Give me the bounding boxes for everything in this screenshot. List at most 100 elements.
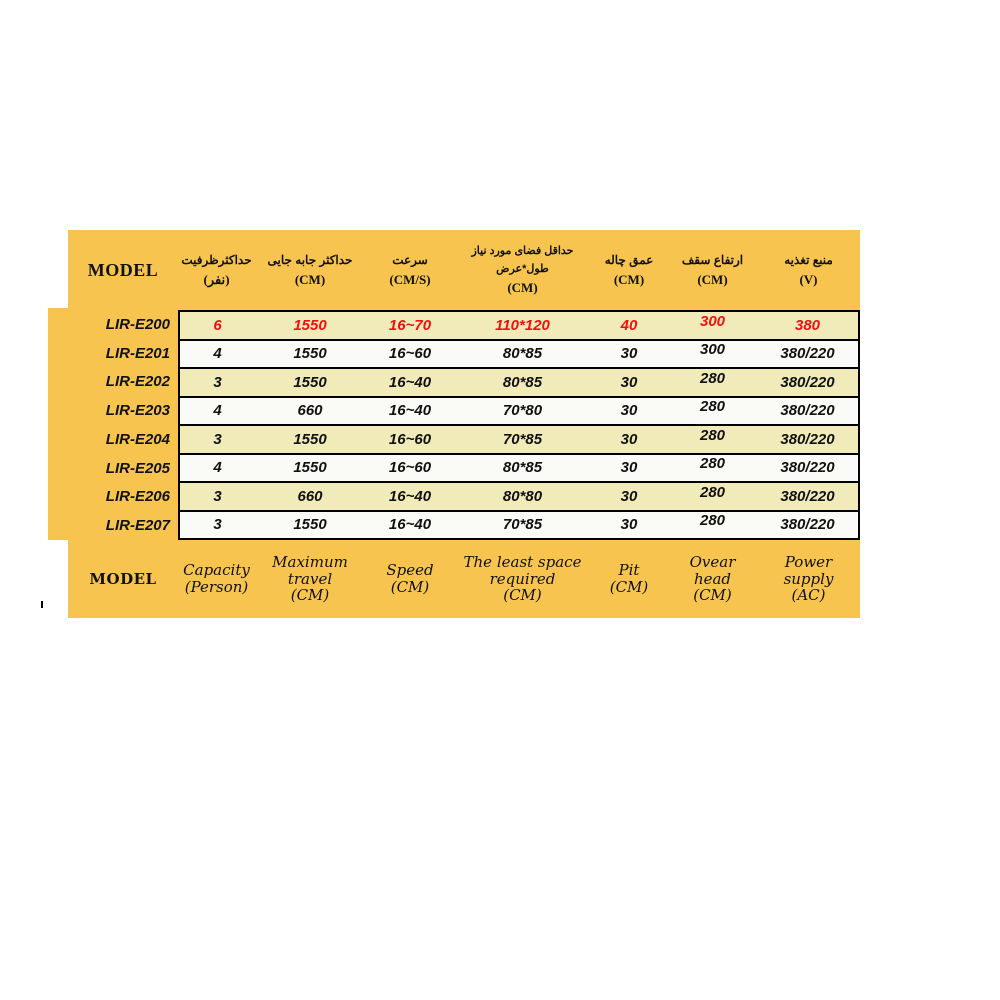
column-footer-line: (CM): [390, 578, 430, 596]
column-footer-line: Pit: [618, 561, 640, 580]
table-row: 4 1550 16~60 80*85 30 280 380/220: [180, 454, 858, 483]
cell-capacity: 4: [213, 345, 222, 363]
column-header-label: ارتفاع سقف: [681, 252, 744, 267]
cell-speed: 16~60: [388, 345, 432, 363]
cell-speed: 16~40: [388, 516, 432, 534]
column-footer-line: (CM): [503, 586, 542, 605]
column-header-max-travel: حداکثر جابه جایی (CM): [255, 230, 365, 310]
cell-pit: 30: [620, 373, 638, 391]
cell-pit: 30: [620, 516, 638, 534]
cell-speed: 16~40: [388, 487, 432, 505]
cell-least-space: 80*80: [502, 487, 543, 505]
cell-overhead: 300: [699, 312, 726, 330]
model-name: LIR-E204: [105, 430, 170, 448]
cell-least-space: 70*80: [502, 402, 543, 420]
column-footer-line: Ovear: [689, 552, 736, 571]
column-footer-line: head: [693, 569, 732, 588]
cell-least-space: 110*120: [495, 316, 550, 334]
cell-capacity: 4: [213, 459, 222, 477]
table-row: 3 1550 16~40 70*85 30 280 380/220: [180, 511, 858, 538]
column-footer-line: supply: [783, 569, 834, 588]
column-footer-line: required: [489, 569, 556, 588]
cell-pit: 30: [620, 402, 638, 420]
cell-max-travel: 1550: [293, 430, 327, 448]
column-header-least-space: حداقل فضای مورد نیاز طول*عرض (CM): [455, 230, 590, 310]
model-name: LIR-E201: [105, 344, 170, 362]
column-header-unit: (CM): [697, 271, 728, 287]
column-footer-overhead: Ovear head (CM): [668, 540, 757, 618]
cell-pit: 40: [620, 316, 638, 334]
column-footer-power-supply: Power supply (AC): [757, 540, 860, 618]
column-footer-least-space: The least space required (CM): [455, 540, 590, 618]
cell-pit: 30: [620, 430, 638, 448]
cell-speed: 16~60: [388, 459, 432, 477]
column-header-unit: (V): [799, 271, 818, 287]
cell-capacity: 3: [213, 487, 222, 505]
column-header-unit: (CM/S): [389, 271, 431, 287]
model-name: LIR-E207: [105, 517, 170, 535]
stray-mark: [41, 601, 43, 608]
cell-overhead: 300: [699, 341, 726, 359]
column-footer-line: Capacity: [183, 561, 250, 580]
column-header-unit: (CM): [294, 271, 326, 287]
cell-overhead: 280: [699, 512, 726, 530]
cell-speed: 16~40: [388, 373, 432, 391]
cell-max-travel: 660: [297, 487, 323, 505]
column-header-overhead: ارتفاع سقف (CM): [668, 230, 757, 310]
table-header-band: MODEL حداکثرظرفیت (نفر) حداکثر جابه جایی (C…: [68, 230, 860, 310]
model-column-panel: [48, 308, 178, 540]
column-footer-line: Power: [784, 552, 833, 571]
cell-pit: 30: [620, 345, 638, 363]
cell-capacity: 6: [213, 316, 222, 334]
column-header-label: منبع تغذیه: [784, 252, 833, 267]
column-header-unit: (نفر): [203, 271, 230, 287]
column-header-unit: (CM): [613, 271, 645, 287]
column-header-sublabel: طول*عرض: [496, 263, 549, 275]
cell-power-supply: 380/220: [780, 459, 835, 477]
cell-power-supply: 380/220: [780, 516, 835, 534]
table-row: 6 1550 16~70 110*120 40 300 380: [180, 312, 858, 341]
cell-least-space: 70*85: [502, 516, 543, 534]
model-name: LIR-E202: [105, 373, 170, 391]
cell-pit: 30: [620, 459, 638, 477]
cell-overhead: 280: [699, 398, 726, 416]
cell-least-space: 80*85: [502, 459, 543, 477]
cell-overhead: 280: [699, 426, 726, 444]
table-row: 3 1550 16~40 80*85 30 280 380/220: [180, 369, 858, 398]
cell-overhead: 280: [699, 455, 726, 473]
column-header-capacity: حداکثرظرفیت (نفر): [178, 230, 255, 310]
column-header-label: حداقل فضای مورد نیاز: [471, 245, 574, 257]
cell-power-supply: 380/220: [780, 345, 835, 363]
model-name: LIR-E205: [105, 459, 170, 477]
cell-max-travel: 1550: [293, 316, 327, 334]
cell-max-travel: 1550: [293, 516, 327, 534]
model-column-footer: MODEL: [89, 569, 157, 588]
column-footer-line: (CM): [290, 586, 330, 605]
cell-speed: 16~70: [388, 316, 432, 334]
column-footer-pit: Pit (CM): [590, 540, 668, 618]
cell-least-space: 80*85: [502, 373, 543, 391]
cell-capacity: 3: [213, 516, 222, 534]
column-header-power-supply: منبع تغذیه (V): [757, 230, 860, 310]
table-row: 3 660 16~40 80*80 30 280 380/220: [180, 483, 858, 512]
model-name: LIR-E206: [105, 488, 170, 506]
model-column-header: MODEL: [87, 259, 159, 280]
cell-capacity: 4: [213, 402, 222, 420]
column-header-label: عمق چاله: [604, 252, 654, 267]
column-footer-line: (AC): [791, 586, 826, 605]
cell-least-space: 80*85: [502, 345, 543, 363]
column-footer-max-travel: Maximum travel (CM): [255, 540, 365, 618]
column-footer-line: Speed: [386, 561, 434, 580]
cell-capacity: 3: [213, 430, 222, 448]
column-header-label: سرعت: [392, 252, 428, 267]
cell-power-supply: 380/220: [780, 430, 835, 448]
column-header-speed: سرعت (CM/S): [365, 230, 455, 310]
column-footer-line: The least space: [463, 552, 582, 571]
table-row: 4 1550 16~60 80*85 30 300 380/220: [180, 340, 858, 369]
table-row: 3 1550 16~60 70*85 30 280 380/220: [180, 426, 858, 455]
cell-speed: 16~40: [388, 402, 432, 420]
cell-power-supply: 380/220: [780, 402, 835, 420]
column-footer-capacity: Capacity (Person): [178, 540, 255, 618]
column-header-label: حداکثر جابه جایی: [267, 252, 353, 267]
cell-pit: 30: [620, 487, 638, 505]
